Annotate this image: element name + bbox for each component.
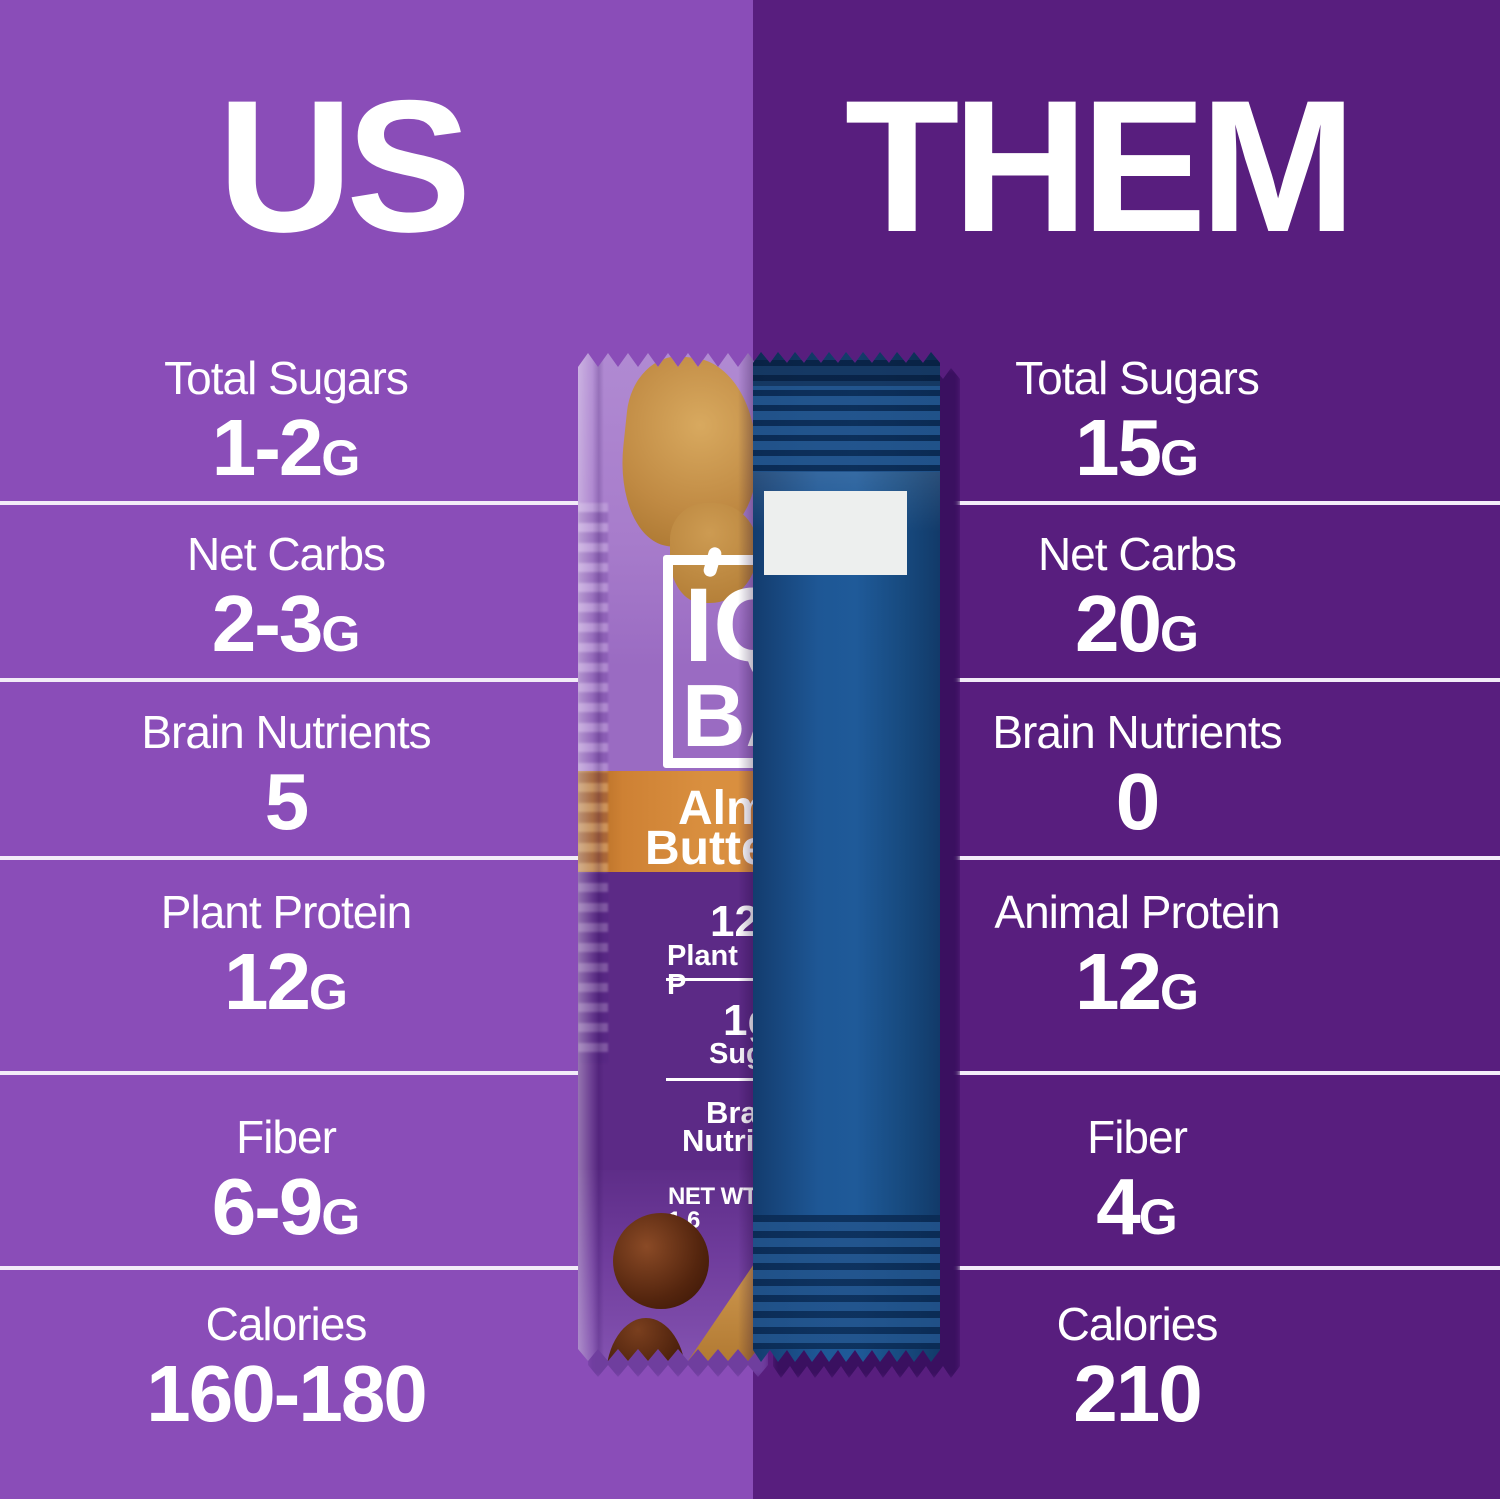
wrapper-shading [753, 352, 940, 386]
stat-label: Brain Nutrients [141, 706, 431, 758]
stat-value: 210 [1073, 1349, 1202, 1438]
stat-value: 12G [1075, 937, 1199, 1026]
wrapper-brain-label: Bra [706, 1095, 758, 1130]
stat-label: Animal Protein [994, 886, 1280, 938]
stat-value: 4G [1096, 1162, 1178, 1251]
us-row-plant-protein: Plant Protein 12G [0, 886, 572, 1031]
iqbar-flavor-band [578, 771, 758, 872]
stat-label: Net Carbs [1037, 528, 1237, 580]
iqbar-logo-text: IQ [684, 567, 758, 684]
us-heading: US [217, 61, 471, 271]
wrapper-protein-label: Plant P [667, 940, 738, 1001]
flavor-name: Alm [678, 782, 758, 835]
them-row-net-carbs: Net Carbs 20G [774, 528, 1500, 673]
stat-value: 1-2G [211, 403, 361, 492]
wrapper-protein-value: 12 [710, 897, 758, 946]
us-row-total-sugars: Total Sugars 1-2G [0, 352, 572, 497]
wrapper-sugar-label: Sug [709, 1038, 758, 1070]
iqbar-product: IQ BA Alm Butter 12 Plant P 1g Sug Bra N… [578, 353, 758, 1361]
stat-value: 15G [1075, 403, 1199, 492]
stat-label: Fiber [236, 1111, 337, 1163]
iqbar-logo-text: BA [682, 666, 758, 765]
stat-value: 12G [224, 937, 348, 1026]
us-row-calories: Calories 160-180 [0, 1298, 572, 1443]
wrapper-divider [666, 978, 758, 981]
iqbar-stats-panel [578, 872, 758, 1170]
them-row-fiber: Fiber 4G [774, 1111, 1500, 1256]
them-row-animal-protein: Animal Protein 12G [774, 886, 1500, 1031]
stat-value: 160-180 [146, 1349, 428, 1438]
wrapper-sugar-value: 1g [723, 999, 758, 1043]
chocolate-ball-photo [613, 1213, 709, 1309]
them-row-total-sugars: Total Sugars 15G [774, 352, 1500, 497]
stat-label: Calories [205, 1298, 368, 1350]
flavor-name: Butter [645, 822, 758, 875]
wrapper-crimp [753, 360, 940, 472]
them-heading: THEM [844, 61, 1357, 271]
us-row-net-carbs: Net Carbs 2-3G [0, 528, 572, 673]
stat-label: Total Sugars [164, 352, 409, 404]
wrapper-crimp [578, 503, 608, 1063]
us-row-fiber: Fiber 6-9G [0, 1111, 572, 1256]
stat-value: 5 [264, 757, 309, 846]
stat-label: Brain Nutrients [992, 706, 1282, 758]
stat-label: Plant Protein [160, 886, 412, 938]
stat-value: 6-9G [211, 1162, 361, 1251]
stat-value: 20G [1075, 579, 1199, 668]
blank-label [764, 491, 907, 575]
them-row-brain-nutrients: Brain Nutrients 0 [774, 706, 1500, 851]
stat-value: 2-3G [211, 579, 361, 668]
competitor-bar [753, 352, 940, 1362]
wrapper-edge-highlight [578, 353, 604, 1361]
wrapper-brain-label: Nutri [682, 1123, 755, 1158]
stat-label: Calories [1056, 1298, 1219, 1350]
wrapper-divider [666, 1078, 758, 1081]
us-row-brain-nutrients: Brain Nutrients 5 [0, 706, 572, 851]
stat-label: Total Sugars [1015, 352, 1260, 404]
stat-label: Net Carbs [186, 528, 386, 580]
them-row-calories: Calories 210 [774, 1298, 1500, 1443]
stat-label: Fiber [1087, 1111, 1188, 1163]
stat-value: 0 [1115, 757, 1160, 846]
wrapper-crimp [753, 1215, 940, 1349]
